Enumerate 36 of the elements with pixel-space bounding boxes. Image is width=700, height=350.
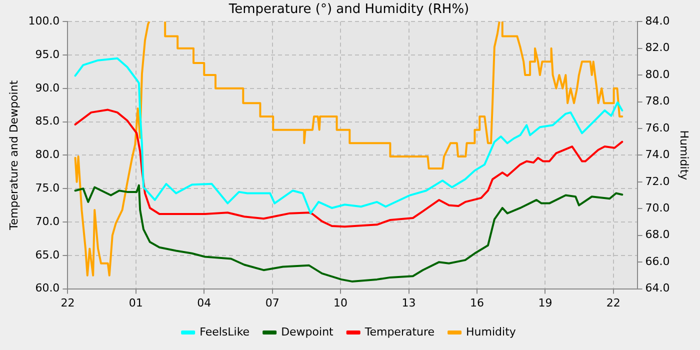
x-tick-label: 13	[402, 296, 416, 310]
legend-label: Dewpoint	[281, 325, 334, 338]
y-axis-title: Temperature and Dewpoint	[7, 80, 20, 232]
y-tick-label: 70.0	[35, 214, 60, 228]
chart-title: Temperature (°) and Humidity (RH%)	[228, 2, 470, 18]
y-tick-label: 90.0	[35, 81, 60, 94]
y-tick-label: 80.0	[35, 148, 60, 162]
x-tick-label: 19	[538, 296, 552, 310]
legend-label: Temperature	[364, 325, 435, 338]
y2-tick-label: 80.0	[645, 68, 670, 81]
y2-tick-label: 78.0	[645, 94, 670, 108]
y-tick-label: 60.0	[35, 282, 60, 295]
legend-label: Humidity	[466, 325, 516, 338]
y2-tick-label: 76.0	[645, 121, 670, 134]
y-tick-label: 65.0	[35, 248, 60, 262]
y-tick-label: 85.0	[35, 114, 60, 128]
x-tick-label: 16	[470, 296, 484, 310]
y2-tick-label: 70.0	[645, 202, 670, 214]
y2-tick-label: 66.0	[645, 254, 670, 268]
y2-tick-label: 82.0	[645, 41, 670, 54]
x-tick-label: 22	[60, 296, 75, 310]
legend-label: FeelsLike	[200, 325, 250, 338]
y2-tick-label: 84.0	[645, 14, 670, 28]
x-tick-label: 04	[197, 296, 212, 310]
x-tick-label: 01	[128, 296, 143, 310]
x-tick-label: 10	[334, 296, 348, 310]
y2-tick-label: 74.0	[645, 148, 670, 162]
y-tick-label: 75.0	[35, 181, 60, 194]
y2-tick-label: 64.0	[645, 282, 670, 295]
x-tick-label: 22	[606, 296, 620, 310]
y2-tick-label: 68.0	[645, 228, 670, 242]
y-tick-label: 100.0	[28, 14, 60, 28]
y-tick-label: 95.0	[35, 48, 60, 61]
y2-axis-title: Humidity	[678, 130, 691, 181]
y2-tick-label: 72.0	[645, 174, 670, 188]
x-tick-label: 07	[265, 296, 280, 310]
